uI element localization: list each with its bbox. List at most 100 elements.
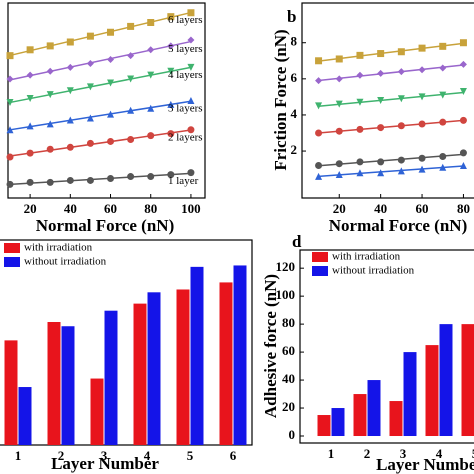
marker	[335, 171, 343, 179]
marker	[335, 75, 343, 83]
marker	[315, 57, 323, 65]
marker	[418, 66, 426, 74]
marker	[377, 69, 385, 77]
marker	[315, 129, 323, 137]
x-tick-label: 100	[181, 201, 201, 216]
marker	[127, 75, 135, 83]
marker	[66, 38, 74, 46]
legend-label: with irradiation	[332, 251, 401, 263]
marker	[335, 55, 343, 63]
fit-line	[9, 11, 192, 57]
marker	[6, 98, 14, 106]
legend-label: without irradiation	[24, 256, 107, 268]
marker	[127, 106, 135, 114]
marker	[147, 19, 155, 26]
marker	[377, 124, 385, 132]
marker	[418, 93, 426, 101]
y-tick-label: 40	[282, 371, 295, 386]
plot-frame	[301, 2, 474, 199]
marker	[356, 98, 364, 106]
marker	[459, 149, 467, 157]
marker	[147, 71, 155, 79]
plot-frame	[299, 249, 474, 444]
x-tick-label: 60	[416, 201, 429, 216]
marker	[459, 87, 467, 95]
marker	[377, 158, 385, 166]
marker	[459, 39, 467, 47]
x-tick-label: 5	[187, 448, 194, 463]
x-tick-label: 2	[58, 448, 65, 463]
y-tick-label: 8	[291, 34, 298, 49]
y-tick-label: 60	[282, 343, 295, 358]
marker	[26, 122, 34, 130]
marker	[46, 67, 54, 75]
bar	[47, 322, 61, 445]
bar	[317, 415, 331, 437]
marker	[439, 91, 447, 99]
bar	[353, 394, 367, 437]
panel-label: d	[292, 232, 302, 251]
marker	[397, 48, 405, 56]
bar	[4, 340, 18, 445]
y-tick-label: 80	[282, 315, 295, 330]
series-label: 3 layers	[168, 103, 203, 115]
marker	[107, 79, 115, 87]
marker	[167, 42, 175, 50]
marker	[418, 44, 426, 52]
marker	[418, 154, 426, 162]
marker	[86, 114, 94, 122]
x-tick-label: 20	[333, 201, 346, 216]
bar	[61, 326, 75, 445]
marker	[187, 9, 195, 17]
fit-line	[9, 172, 191, 186]
marker	[335, 100, 343, 108]
bar	[425, 345, 439, 437]
marker	[167, 67, 175, 75]
bar	[18, 387, 32, 445]
bar	[439, 324, 453, 437]
marker	[356, 51, 364, 59]
marker	[66, 63, 74, 71]
bar	[233, 265, 247, 445]
marker	[107, 28, 115, 36]
marker	[315, 172, 323, 180]
x-tick-label: 2	[364, 446, 371, 461]
marker	[397, 156, 405, 164]
marker	[86, 176, 94, 184]
marker	[147, 104, 155, 112]
marker	[26, 46, 34, 54]
marker	[6, 126, 14, 134]
bar	[219, 282, 233, 445]
y-tick-label: 120	[276, 259, 296, 274]
y-tick-label: 100	[276, 287, 296, 302]
marker	[107, 175, 115, 182]
marker	[107, 137, 115, 145]
marker	[397, 68, 405, 76]
marker	[66, 176, 74, 184]
marker	[439, 42, 447, 50]
marker	[397, 122, 405, 130]
marker	[26, 178, 34, 186]
marker	[167, 130, 175, 138]
marker	[187, 126, 195, 134]
x-axis-label: Layer Number	[51, 454, 159, 473]
fit-line	[318, 91, 464, 107]
x-tick-label: 20	[24, 201, 37, 216]
bar	[90, 378, 104, 445]
marker	[397, 167, 405, 175]
series-label: 2 layers	[168, 132, 203, 144]
series-label: 5 layers	[168, 43, 203, 55]
x-tick-label: 80	[144, 201, 157, 216]
marker	[167, 171, 175, 179]
marker	[459, 116, 467, 124]
marker	[66, 116, 74, 124]
bar	[331, 408, 345, 437]
legend-label: with irradiation	[24, 242, 93, 254]
bar	[190, 266, 204, 445]
bar	[104, 310, 118, 445]
bar	[367, 380, 381, 437]
legend-swatch	[312, 252, 328, 262]
x-tick-label: 6	[230, 448, 237, 463]
legend-swatch	[4, 243, 20, 253]
x-tick-label: 40	[64, 201, 77, 216]
